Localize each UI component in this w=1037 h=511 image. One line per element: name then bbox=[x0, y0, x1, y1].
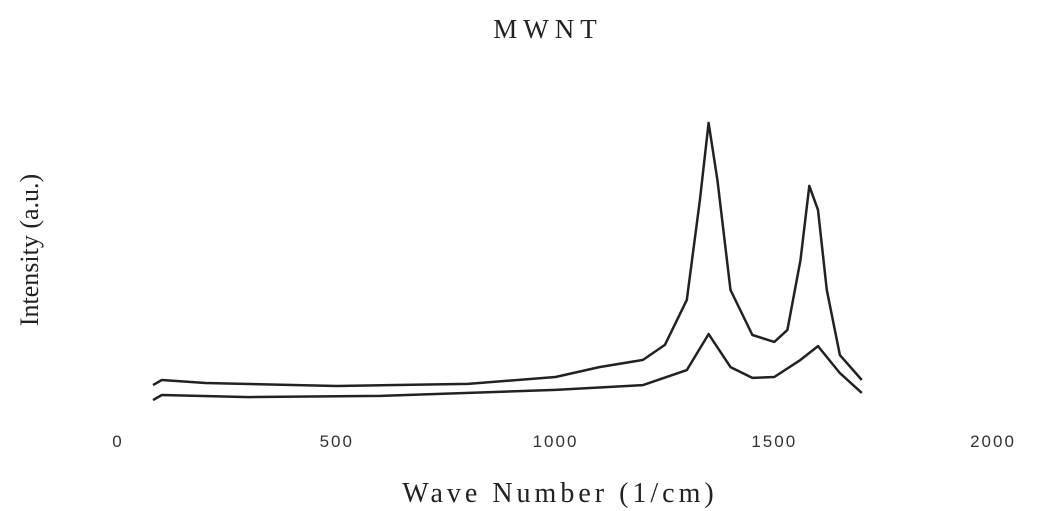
y-axis-label: Intensity (a.u.) bbox=[15, 174, 44, 326]
spectrum-line bbox=[152, 332, 863, 402]
x-tick-label: 0 bbox=[112, 432, 123, 451]
x-tick-label: 1500 bbox=[751, 432, 797, 451]
x-tick-label: 500 bbox=[320, 432, 354, 451]
spectrum-line bbox=[152, 121, 863, 388]
x-tick-label: 1000 bbox=[533, 432, 579, 451]
x-tick-label: 2000 bbox=[970, 432, 1016, 451]
chart-title: MWNT bbox=[493, 14, 602, 44]
x-axis-label: Wave Number (1/cm) bbox=[402, 478, 717, 509]
